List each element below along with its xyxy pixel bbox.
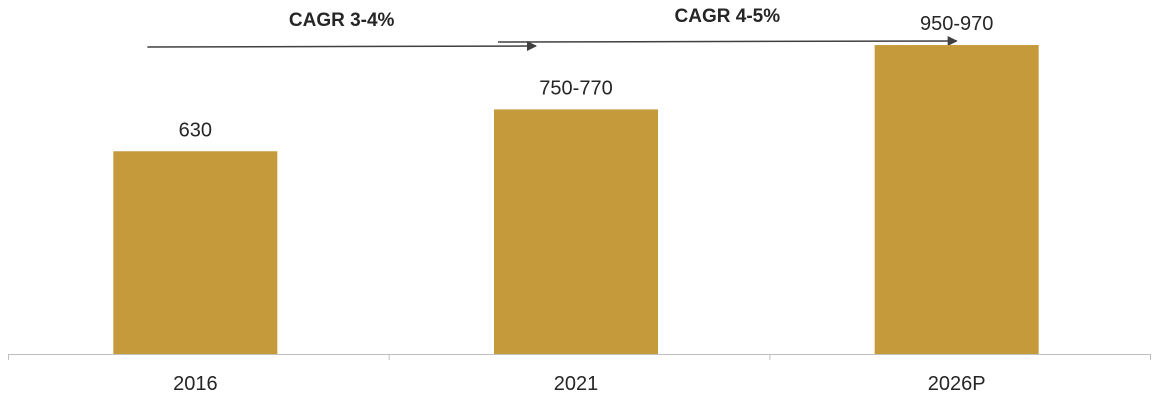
bar-2021 bbox=[494, 109, 658, 354]
cagr-arrow-1 bbox=[147, 41, 537, 52]
cagr-label-1: CAGR 3-4% bbox=[289, 10, 395, 31]
data-label-2021: 750-770 bbox=[539, 77, 612, 99]
cagr-annotations: CAGR 3-4% CAGR 4-5% bbox=[147, 6, 958, 52]
data-label-2016: 630 bbox=[179, 119, 212, 141]
x-tick-label-2026p: 2026P bbox=[928, 373, 986, 394]
x-tick-label-2021: 2021 bbox=[554, 373, 599, 394]
data-label-2026p: 950-970 bbox=[920, 13, 993, 35]
x-axis-ticks: 2016 2021 2026P bbox=[8, 354, 1151, 394]
bars bbox=[113, 45, 1039, 355]
bar-2016 bbox=[113, 151, 278, 354]
cagr-arrow-2 bbox=[497, 36, 958, 47]
x-tick-label-2016: 2016 bbox=[173, 373, 218, 394]
cagr-label-2: CAGR 4-5% bbox=[675, 6, 781, 27]
bar-2026p bbox=[874, 45, 1039, 355]
value-labels: 630 750-770 950-970 bbox=[179, 13, 994, 141]
